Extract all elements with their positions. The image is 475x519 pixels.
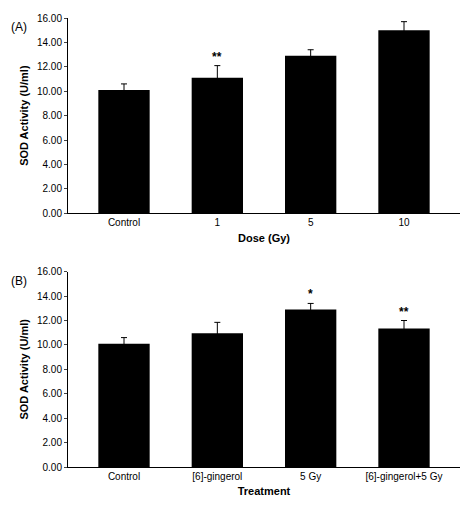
svg-text:1: 1 <box>215 217 221 228</box>
svg-text:4.00: 4.00 <box>43 413 63 424</box>
svg-text:8.00: 8.00 <box>43 110 63 121</box>
svg-text:2.00: 2.00 <box>43 437 63 448</box>
svg-text:0.00: 0.00 <box>43 208 63 219</box>
svg-text:SOD Activity (U/ml): SOD Activity (U/ml) <box>18 319 30 420</box>
svg-text:**: ** <box>212 50 222 64</box>
svg-text:12.00: 12.00 <box>37 315 62 326</box>
svg-text:Treatment: Treatment <box>238 485 291 497</box>
svg-text:16.00: 16.00 <box>37 13 62 24</box>
svg-text:0.00: 0.00 <box>43 462 63 473</box>
svg-text:14.00: 14.00 <box>37 291 62 302</box>
svg-text:5: 5 <box>308 217 314 228</box>
svg-text:10.00: 10.00 <box>37 86 62 97</box>
svg-text:10: 10 <box>398 217 410 228</box>
svg-text:Dose (Gy): Dose (Gy) <box>238 232 290 244</box>
svg-text:12.00: 12.00 <box>37 61 62 72</box>
svg-text:**: ** <box>399 305 409 319</box>
svg-text:5 Gy: 5 Gy <box>300 471 321 482</box>
svg-text:4.00: 4.00 <box>43 159 63 170</box>
svg-text:(A): (A) <box>11 20 27 34</box>
svg-text:14.00: 14.00 <box>37 37 62 48</box>
svg-text:SOD Activity (U/ml): SOD Activity (U/ml) <box>18 65 30 166</box>
svg-text:6.00: 6.00 <box>43 388 63 399</box>
svg-text:*: * <box>308 287 313 301</box>
svg-text:[6]-gingerol: [6]-gingerol <box>192 471 242 482</box>
svg-text:2.00: 2.00 <box>43 183 63 194</box>
svg-text:Control: Control <box>108 217 140 228</box>
svg-text:[6]-gingerol+5 Gy: [6]-gingerol+5 Gy <box>366 471 443 482</box>
svg-text:6.00: 6.00 <box>43 135 63 146</box>
svg-text:(B): (B) <box>11 274 27 288</box>
svg-text:8.00: 8.00 <box>43 364 63 375</box>
svg-text:16.00: 16.00 <box>37 266 62 277</box>
svg-text:Control: Control <box>108 471 140 482</box>
svg-text:10.00: 10.00 <box>37 339 62 350</box>
